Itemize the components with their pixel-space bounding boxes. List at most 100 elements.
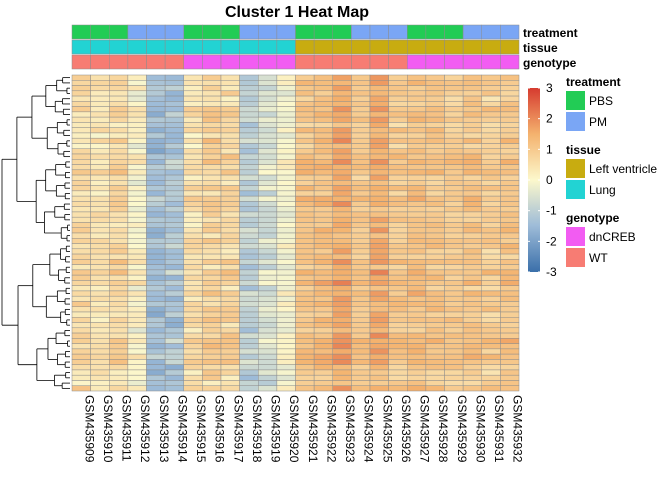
heatmap-cell — [127, 227, 147, 234]
heatmap-cell — [332, 264, 352, 271]
heatmap-cell — [127, 295, 147, 302]
color-scale-tick-label: 1 — [546, 142, 553, 156]
heatmap-cell — [407, 359, 427, 365]
heatmap-cell — [425, 364, 445, 371]
heatmap-cell — [220, 280, 240, 286]
heatmap-cell — [202, 369, 222, 376]
annotation-cell-genotype — [407, 54, 427, 70]
heatmap-cell — [146, 338, 166, 344]
heatmap-cell — [369, 369, 389, 376]
heatmap-cell — [500, 216, 520, 223]
heatmap-cell — [481, 95, 501, 102]
heatmap-cell — [164, 148, 185, 155]
heatmap-cell — [202, 111, 222, 118]
heatmap-cell — [239, 317, 259, 323]
heatmap-cell — [239, 122, 259, 128]
heatmap-cell — [462, 106, 483, 113]
heatmap-cell — [313, 317, 334, 323]
heatmap-cell — [388, 269, 408, 276]
heatmap-cell — [462, 190, 483, 197]
heatmap-cell — [183, 317, 203, 323]
heatmap-cell — [500, 369, 520, 376]
heatmap-cell — [220, 317, 240, 323]
heatmap-cell — [444, 311, 464, 318]
heatmap-cell — [332, 317, 352, 323]
heatmap-cell — [444, 259, 464, 265]
heatmap-cell — [500, 211, 520, 218]
heatmap-cell — [295, 364, 315, 371]
heatmap-cell — [351, 322, 371, 329]
heatmap-cell — [425, 201, 445, 207]
heatmap-cell — [313, 385, 334, 392]
heatmap-cell — [388, 164, 408, 171]
heatmap-cell — [388, 348, 408, 355]
heatmap-cell — [239, 311, 259, 318]
heatmap-cell — [313, 280, 334, 286]
heatmap-cell — [500, 206, 520, 213]
heatmap-cell — [146, 385, 166, 392]
heatmap-cell — [276, 148, 296, 155]
heatmap-cell — [71, 143, 91, 149]
heatmap-cell — [127, 264, 147, 271]
heatmap-cell — [388, 111, 408, 118]
heatmap-cell — [313, 274, 334, 281]
heatmap-cell — [369, 343, 389, 350]
heatmap-cell — [220, 232, 240, 239]
heatmap-cell — [127, 132, 147, 139]
heatmap-cell — [220, 211, 240, 218]
heatmap-cell — [258, 122, 278, 128]
heatmap-cell — [276, 116, 296, 123]
heatmap-cell — [109, 90, 129, 97]
heatmap-cell — [462, 164, 483, 171]
heatmap-cell — [146, 374, 166, 381]
heatmap-cell — [220, 259, 240, 265]
heatmap-cell — [258, 359, 278, 365]
heatmap-cell — [71, 111, 91, 118]
heatmap-cell — [146, 359, 166, 365]
heatmap-cell — [444, 264, 464, 271]
heatmap-cell — [500, 364, 520, 371]
heatmap-cell — [407, 127, 427, 134]
heatmap-cell — [332, 227, 352, 234]
heatmap-cell — [164, 201, 185, 207]
heatmap-cell — [332, 359, 352, 365]
heatmap-cell — [127, 180, 147, 186]
heatmap-cell — [332, 206, 352, 213]
heatmap-cell — [388, 169, 408, 176]
heatmap-cell — [388, 385, 408, 392]
heatmap-cell — [220, 143, 240, 149]
heatmap-cell — [90, 227, 110, 234]
heatmap-cell — [109, 311, 129, 318]
heatmap-cell — [258, 243, 278, 250]
heatmap-cell — [71, 295, 91, 302]
heatmap-cell — [313, 127, 334, 134]
heatmap-cell — [351, 174, 371, 181]
heatmap-cell — [71, 116, 91, 123]
heatmap-cell — [164, 332, 185, 339]
heatmap-cell — [258, 137, 278, 144]
heatmap-cell — [351, 238, 371, 244]
heatmap-cell — [90, 369, 110, 376]
heatmap-cell — [276, 285, 296, 292]
heatmap-cell — [220, 311, 240, 318]
heatmap-cell — [444, 206, 464, 213]
heatmap-cell — [71, 148, 91, 155]
heatmap-cell — [276, 216, 296, 223]
heatmap-cell — [164, 159, 185, 165]
heatmap-cell — [202, 359, 222, 365]
heatmap-cell — [388, 85, 408, 92]
heatmap-cell — [351, 74, 371, 81]
heatmap-cell — [239, 195, 259, 202]
annotation-cell-tissue — [332, 39, 352, 55]
heatmap-cell — [276, 243, 296, 250]
heatmap-cell — [369, 190, 389, 197]
heatmap-cell — [332, 153, 352, 160]
heatmap-cell — [146, 243, 166, 250]
heatmap-cell — [202, 90, 222, 97]
heatmap-cell — [127, 80, 147, 86]
heatmap-cell — [183, 111, 203, 118]
heatmap-cell — [239, 243, 259, 250]
heatmap-cell — [202, 295, 222, 302]
heatmap-cell — [369, 385, 389, 392]
heatmap-cell — [164, 127, 185, 134]
